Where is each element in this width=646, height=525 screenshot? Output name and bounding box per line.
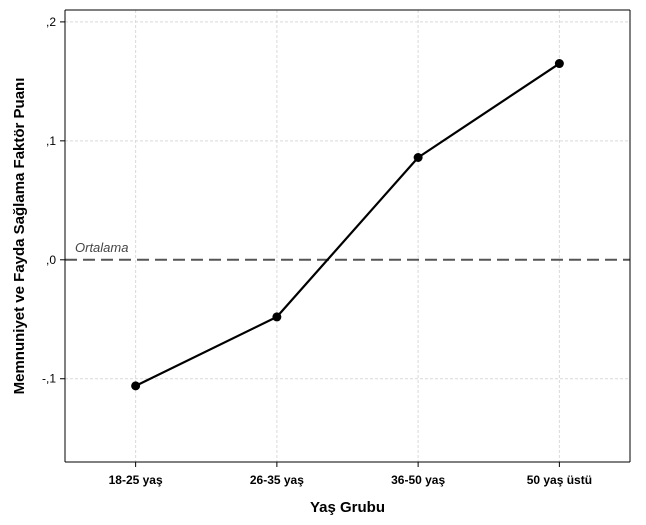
y-tick-label: -,1 — [42, 372, 56, 386]
reference-line-group: Ortalama — [65, 240, 630, 261]
x-tick-label: 36-50 yaş — [391, 473, 445, 487]
x-tick-label: 18-25 yaş — [109, 473, 163, 487]
labels: -,1 ,0 ,1 ,2 18-25 yaş 26-35 yaş 36-50 yaş 50 y… — [11, 15, 592, 516]
data-point — [413, 152, 423, 162]
y-tick-label: ,1 — [46, 134, 56, 148]
x-tick-label: 50 yaş üstü — [527, 473, 592, 487]
axes — [60, 9, 631, 467]
reference-line-label: Ortalama — [75, 240, 128, 255]
y-axis-title: Memnuniyet ve Fayda Sağlama Faktör Puanı — [11, 78, 28, 395]
series-group — [131, 59, 564, 391]
grid — [65, 10, 630, 462]
data-point — [131, 381, 141, 391]
data-point — [554, 59, 564, 69]
series-line — [135, 62, 560, 387]
x-axis-title: Yaş Grubu — [310, 499, 385, 516]
y-tick-label: ,2 — [46, 15, 56, 29]
y-tick-label: ,0 — [46, 253, 56, 267]
data-point — [272, 312, 282, 322]
x-tick-label: 26-35 yaş — [250, 473, 304, 487]
